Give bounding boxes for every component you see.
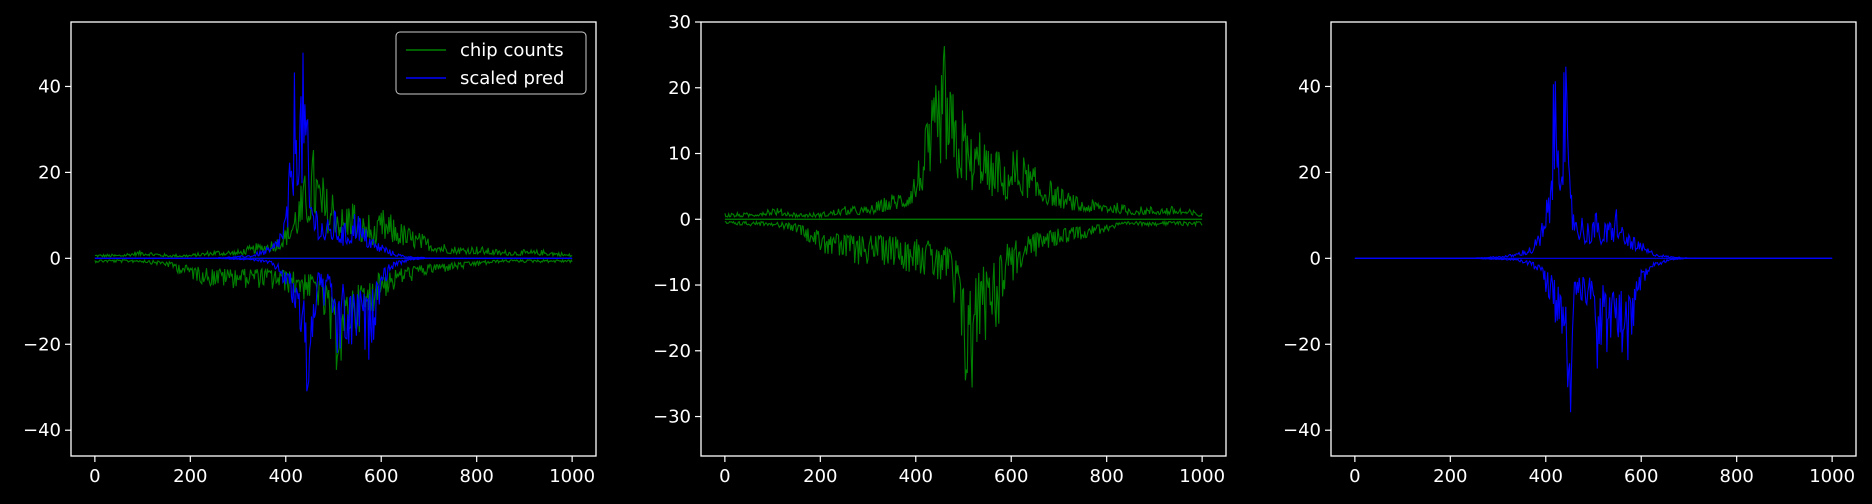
y-tick-label: −40: [1283, 420, 1321, 441]
x-tick-label: 800: [460, 466, 494, 487]
x-tick-label: 400: [269, 466, 303, 487]
y-tick-label: −30: [653, 407, 691, 428]
y-tick-label: 20: [668, 78, 691, 99]
y-tick-label: −40: [23, 420, 61, 441]
plot-area: [724, 46, 1203, 388]
series-chip-counts-upper-line: [94, 150, 573, 258]
series-chip-counts-lower-line: [724, 219, 1203, 388]
axes-frame: [1330, 21, 1857, 457]
axes-frame: [70, 21, 597, 457]
y-tick-label: −10: [653, 275, 691, 296]
x-tick-label: 1000: [1179, 466, 1225, 487]
y-tick-label: 40: [1298, 76, 1321, 97]
x-tick-label: 600: [364, 466, 398, 487]
y-tick-label: 0: [1310, 248, 1321, 269]
x-tick-label: 1000: [549, 466, 595, 487]
x-tick-label: 400: [899, 466, 933, 487]
y-tick-label: 20: [1298, 162, 1321, 183]
x-tick-label: 0: [719, 466, 730, 487]
panel-middle: 0 200 400 600 800 1000 −30 −20 −10 0 10 20 30: [653, 12, 1227, 487]
x-tick-label: 800: [1090, 466, 1124, 487]
plot-area: [94, 52, 573, 392]
x-tick-label: 200: [1433, 466, 1467, 487]
y-tick-label: 10: [668, 144, 691, 165]
x-tick-label: 400: [1529, 466, 1563, 487]
y-tick-label: 40: [38, 76, 61, 97]
series-chip-counts-upper-line: [724, 46, 1203, 219]
y-tick-label: 0: [680, 209, 691, 230]
x-tick-label: 600: [994, 466, 1028, 487]
plot-area: [1354, 66, 1833, 413]
panel-left: 0 200 400 600 800 1000 −40 −20 0 20 40 chip counts s…: [23, 21, 597, 487]
legend-label: chip counts: [460, 40, 564, 61]
y-tick-label: 30: [668, 12, 691, 33]
legend-label: scaled pred: [460, 68, 564, 89]
y-tick-label: −20: [1283, 334, 1321, 355]
x-tick-label: 0: [1349, 466, 1360, 487]
x-tick-label: 200: [173, 466, 207, 487]
x-tick-label: 0: [89, 466, 100, 487]
y-tick-label: −20: [23, 334, 61, 355]
x-tick-label: 800: [1720, 466, 1754, 487]
legend: chip counts scaled pred: [395, 31, 587, 95]
panel-right: 0 200 400 600 800 1000 −40 −20 0 20 40: [1283, 21, 1857, 487]
y-tick-label: 0: [50, 248, 61, 269]
y-tick-label: −20: [653, 341, 691, 362]
axes-frame: [700, 21, 1227, 457]
x-tick-label: 600: [1624, 466, 1658, 487]
x-tick-label: 1000: [1809, 466, 1855, 487]
x-tick-label: 200: [803, 466, 837, 487]
y-tick-label: 20: [38, 162, 61, 183]
